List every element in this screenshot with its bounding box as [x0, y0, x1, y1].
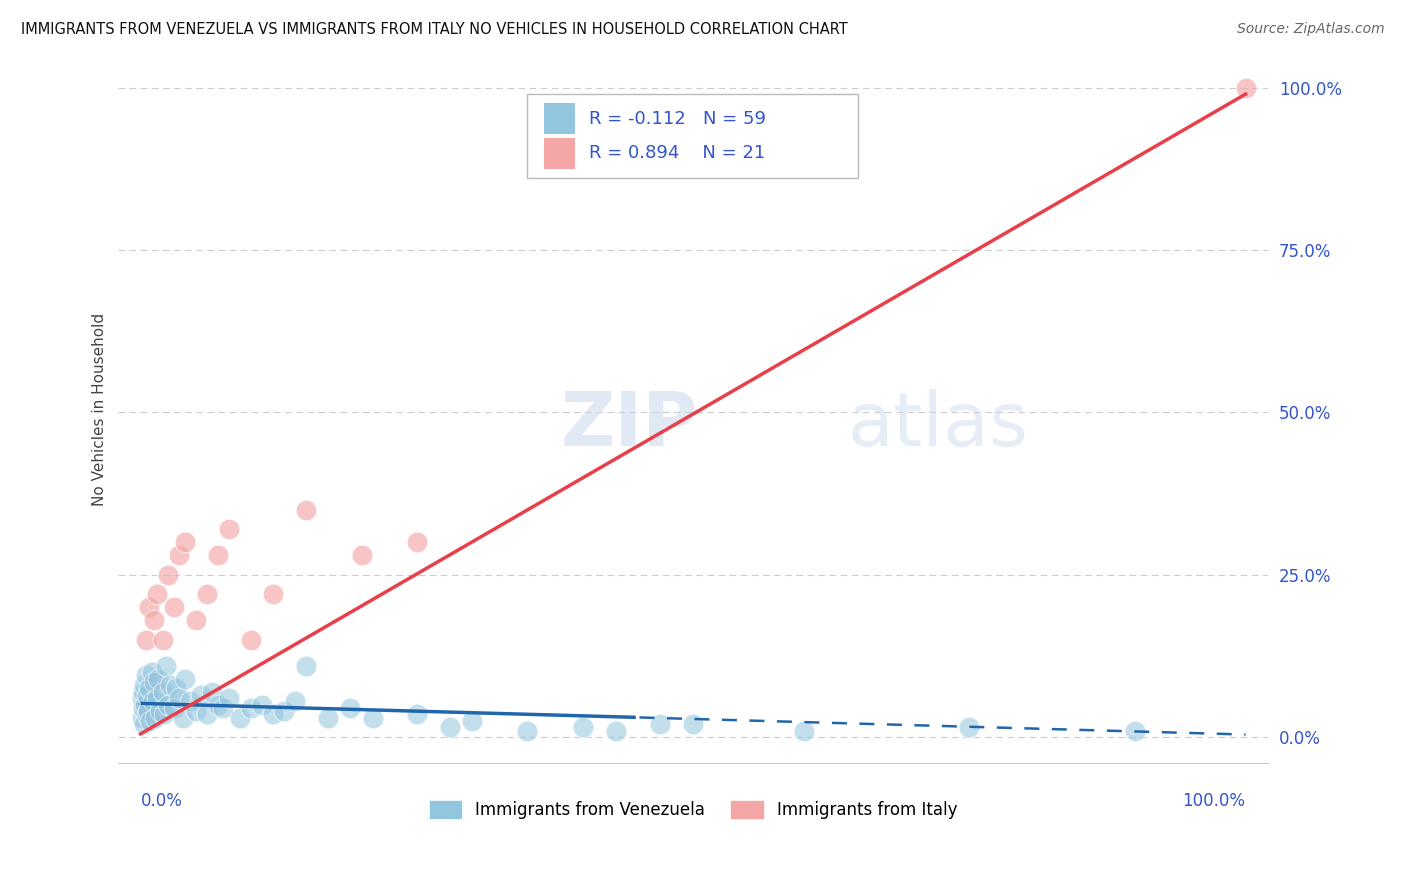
- Point: [159, 678, 181, 692]
- Point: [184, 704, 207, 718]
- Point: [155, 658, 177, 673]
- Point: [571, 720, 593, 734]
- Point: [165, 681, 187, 696]
- Point: [190, 688, 212, 702]
- Point: [284, 694, 307, 708]
- Point: [135, 707, 157, 722]
- Point: [339, 701, 361, 715]
- Point: [157, 698, 180, 712]
- Legend: Immigrants from Venezuela, Immigrants from Italy: Immigrants from Venezuela, Immigrants fr…: [422, 793, 965, 826]
- Point: [405, 707, 427, 722]
- Point: [136, 688, 159, 702]
- Point: [135, 632, 157, 647]
- Point: [152, 707, 174, 722]
- Point: [173, 535, 195, 549]
- Point: [318, 711, 340, 725]
- Point: [149, 704, 172, 718]
- Point: [134, 678, 156, 692]
- Point: [957, 720, 980, 734]
- Point: [172, 711, 194, 725]
- Text: R = 0.894    N = 21: R = 0.894 N = 21: [589, 145, 765, 162]
- Point: [207, 549, 229, 563]
- Point: [240, 701, 263, 715]
- Point: [229, 711, 252, 725]
- Point: [218, 522, 240, 536]
- Text: 100.0%: 100.0%: [1182, 792, 1246, 810]
- Point: [138, 600, 160, 615]
- Text: Source: ZipAtlas.com: Source: ZipAtlas.com: [1237, 22, 1385, 37]
- Point: [132, 701, 155, 715]
- Point: [295, 658, 318, 673]
- Point: [262, 707, 284, 722]
- Point: [212, 701, 235, 715]
- Point: [262, 587, 284, 601]
- Point: [350, 549, 373, 563]
- Point: [1123, 723, 1146, 738]
- Point: [139, 714, 162, 728]
- Point: [273, 704, 295, 718]
- Point: [163, 600, 186, 615]
- Point: [157, 567, 180, 582]
- Point: [516, 723, 538, 738]
- Point: [195, 587, 218, 601]
- Point: [152, 632, 174, 647]
- Y-axis label: No Vehicles in Household: No Vehicles in Household: [93, 312, 107, 506]
- Point: [142, 675, 165, 690]
- Point: [361, 711, 384, 725]
- Text: R = -0.112   N = 59: R = -0.112 N = 59: [589, 110, 766, 128]
- Point: [461, 714, 484, 728]
- Point: [167, 549, 190, 563]
- Point: [682, 717, 704, 731]
- Point: [218, 691, 240, 706]
- Point: [142, 694, 165, 708]
- Point: [405, 535, 427, 549]
- Point: [143, 711, 166, 725]
- Text: ZIP: ZIP: [561, 389, 697, 462]
- Point: [146, 691, 169, 706]
- Point: [132, 717, 155, 731]
- Point: [142, 613, 165, 627]
- Point: [184, 613, 207, 627]
- Point: [134, 698, 156, 712]
- Point: [136, 704, 159, 718]
- Point: [250, 698, 273, 712]
- Point: [793, 723, 815, 738]
- Point: [167, 691, 190, 706]
- Text: atlas: atlas: [848, 389, 1029, 462]
- Point: [173, 672, 195, 686]
- Point: [179, 694, 201, 708]
- Point: [141, 678, 163, 692]
- Point: [195, 707, 218, 722]
- Point: [240, 632, 263, 647]
- Point: [163, 701, 186, 715]
- Point: [132, 684, 155, 698]
- Point: [141, 665, 163, 680]
- Point: [131, 711, 153, 725]
- Point: [132, 698, 155, 712]
- Point: [146, 587, 169, 601]
- Point: [439, 720, 461, 734]
- Point: [138, 681, 160, 696]
- Point: [295, 503, 318, 517]
- Point: [605, 723, 627, 738]
- Text: IMMIGRANTS FROM VENEZUELA VS IMMIGRANTS FROM ITALY NO VEHICLES IN HOUSEHOLD CORR: IMMIGRANTS FROM VENEZUELA VS IMMIGRANTS …: [21, 22, 848, 37]
- Point: [207, 698, 229, 712]
- Point: [135, 668, 157, 682]
- Point: [131, 691, 153, 706]
- Point: [648, 717, 671, 731]
- Point: [152, 684, 174, 698]
- Point: [201, 684, 224, 698]
- Point: [148, 672, 170, 686]
- Point: [1234, 80, 1257, 95]
- Text: 0.0%: 0.0%: [141, 792, 183, 810]
